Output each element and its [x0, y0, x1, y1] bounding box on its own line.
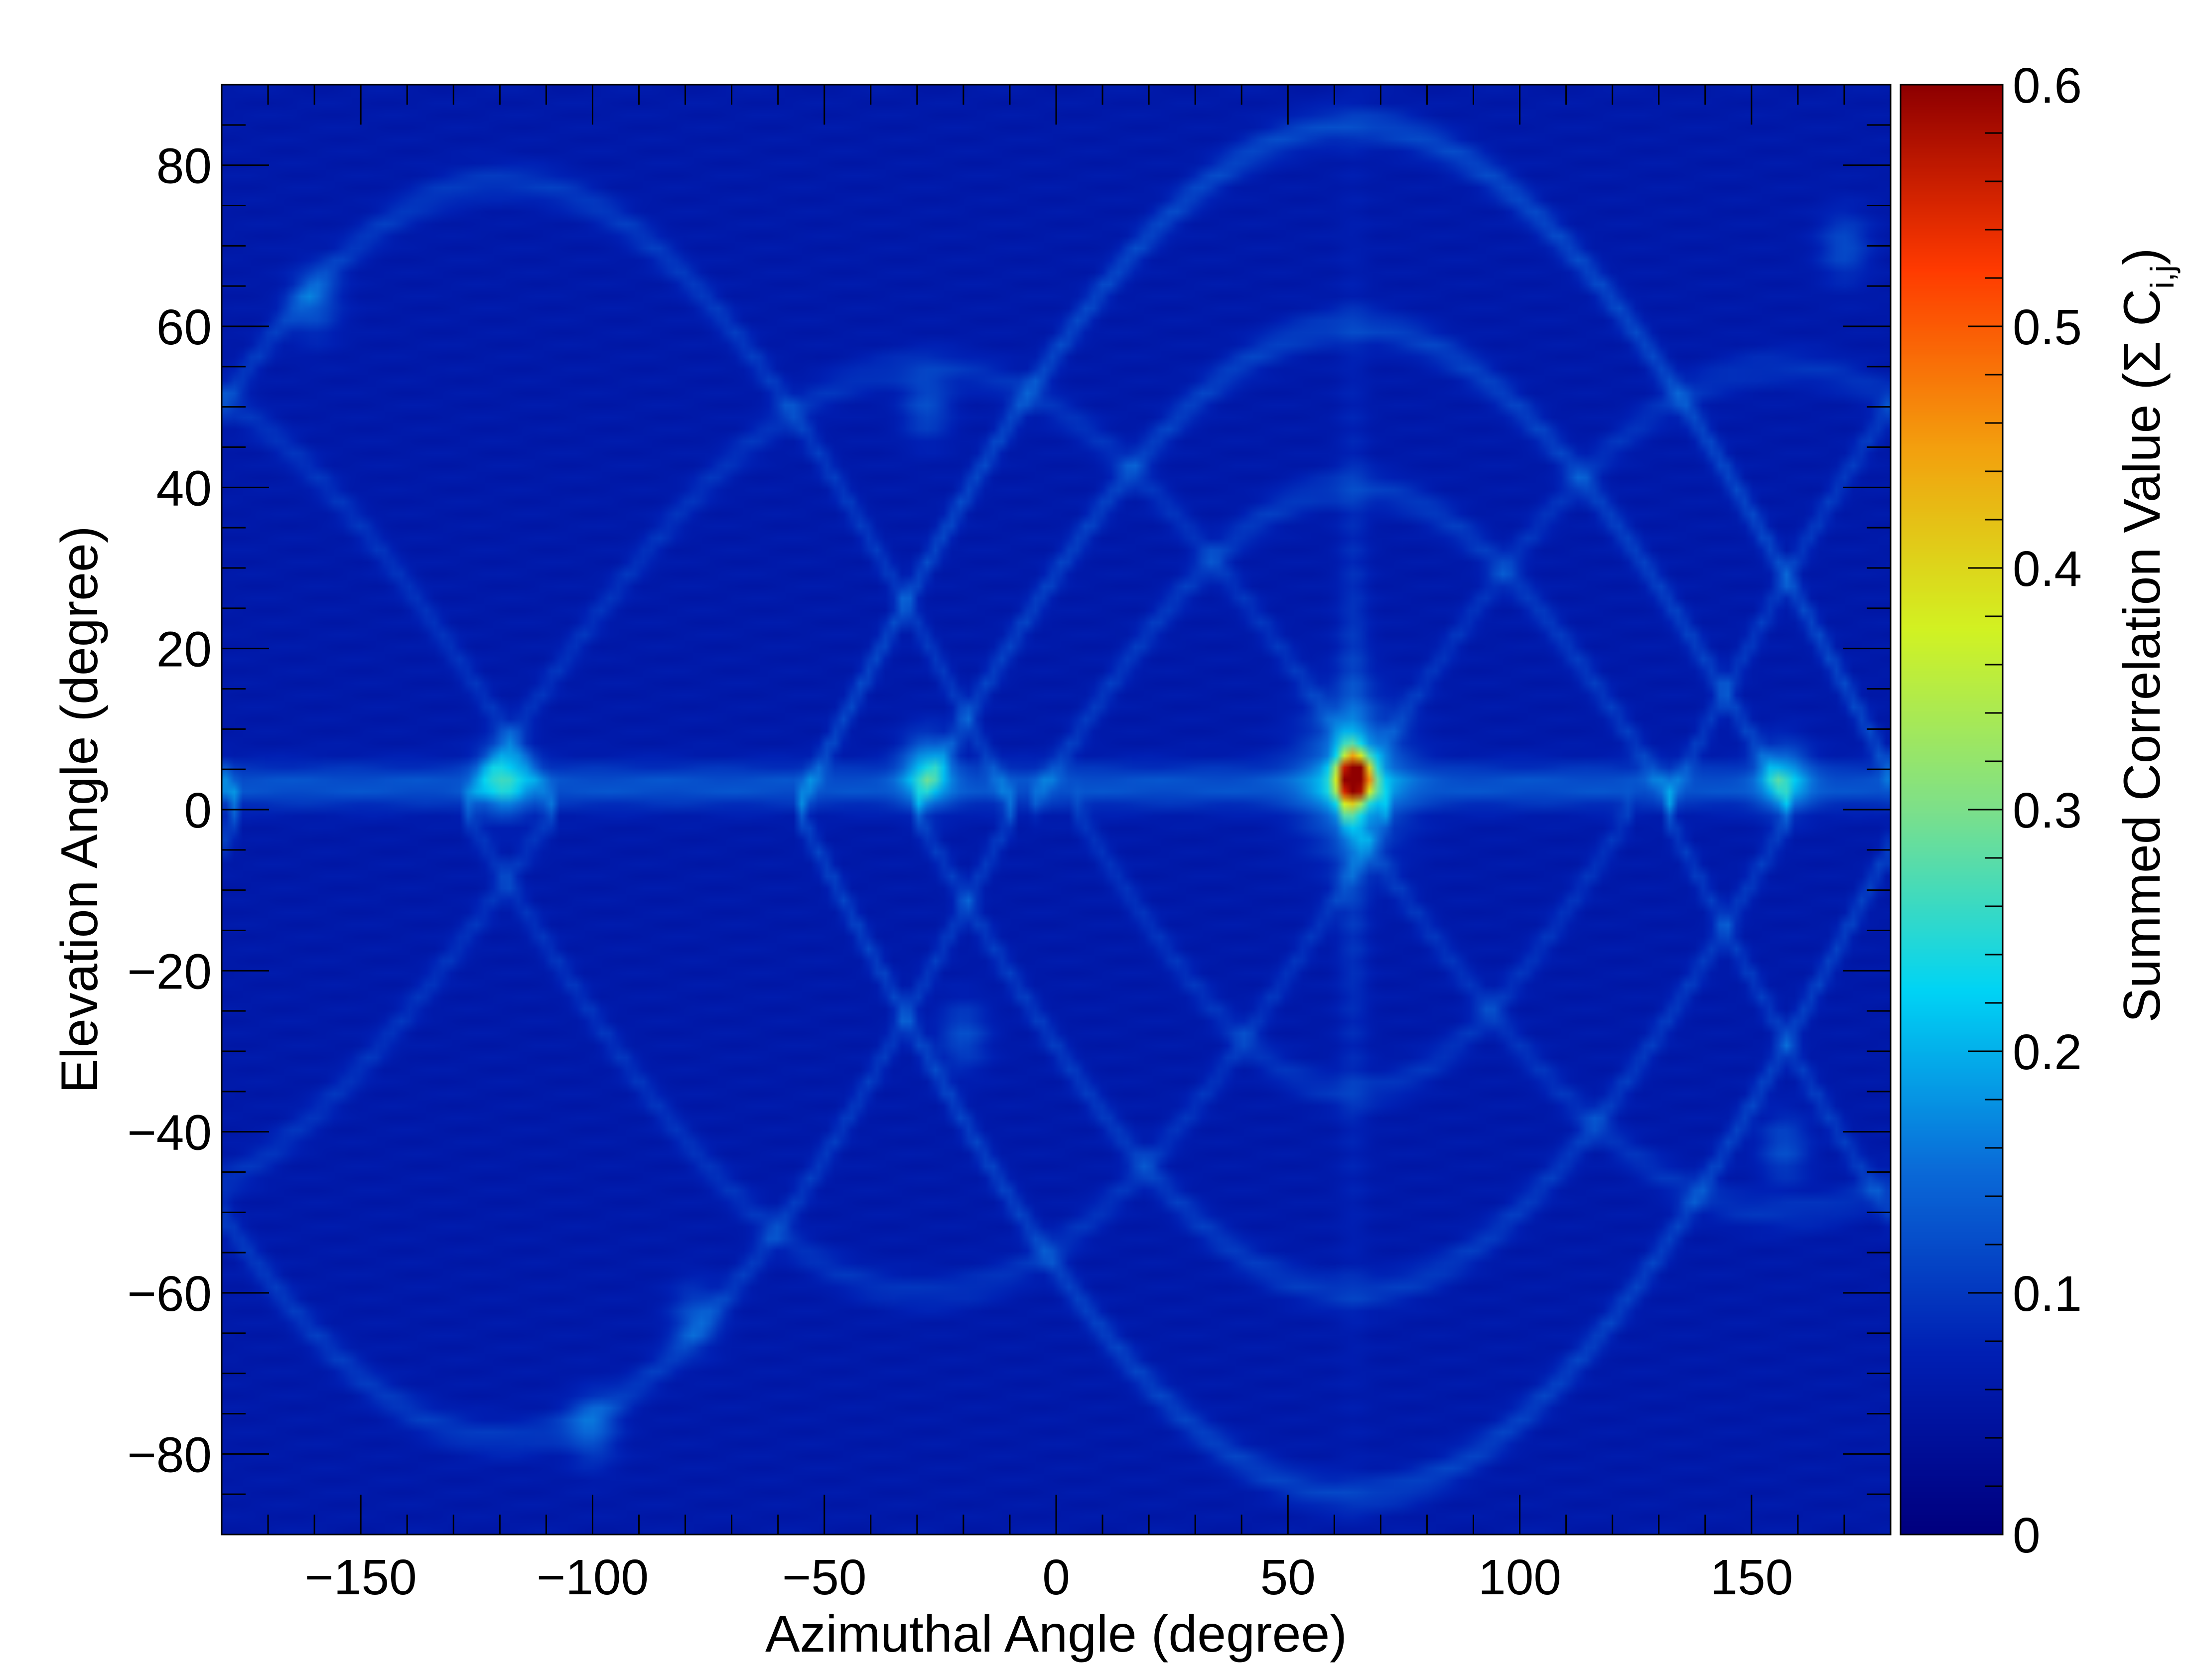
- x-tick-label: −100: [537, 1549, 649, 1605]
- y-tick-label: 20: [156, 622, 212, 678]
- y-tick-label: −60: [127, 1266, 212, 1322]
- colorbar-tick-label: 0.6: [2013, 58, 2082, 114]
- x-tick-label: −50: [782, 1549, 867, 1605]
- y-tick-label: −80: [127, 1427, 212, 1483]
- colorbar-title-subscript: i,j: [2144, 265, 2181, 289]
- correlation-heatmap: [222, 85, 1891, 1535]
- colorbar-tick-label: 0.1: [2013, 1266, 2082, 1322]
- colorbar-tick-label: 0.4: [2013, 541, 2082, 597]
- x-tick-label: 0: [1042, 1549, 1070, 1605]
- y-tick-label: −20: [127, 944, 212, 999]
- heatmap-plot-area: [221, 84, 1892, 1536]
- y-tick-label: 80: [156, 139, 212, 194]
- x-tick-label: 150: [1710, 1549, 1793, 1605]
- y-tick-label: 60: [156, 299, 212, 355]
- y-tick-label: −40: [127, 1105, 212, 1161]
- colorbar-title: Summed Correlation Value (Σ Ci,j): [2113, 248, 2181, 1022]
- colorbar-tick-label: 0.5: [2013, 299, 2082, 355]
- x-tick-label: 100: [1478, 1549, 1561, 1605]
- y-axis-title: Elevation Angle (degree): [51, 526, 109, 1094]
- y-axis: −80 −60 −40 −20 0 20 40 60 80: [127, 124, 1891, 1495]
- x-tick-label: −150: [305, 1549, 417, 1605]
- x-axis-title: Azimuthal Angle (degree): [765, 1605, 1347, 1663]
- colorbar-title-main: Summed Correlation Value (Σ C: [2113, 289, 2171, 1023]
- x-axis: −150 −100 −50 0 50 100 150: [267, 85, 1845, 1605]
- colorbar-title-close: ): [2113, 248, 2171, 265]
- y-tick-label: 0: [184, 783, 212, 839]
- colorbar-tick-label: 0.3: [2013, 783, 2082, 839]
- colorbar-tick-label: 0.2: [2013, 1024, 2082, 1080]
- y-tick-label: 40: [156, 460, 212, 516]
- colorbar-tick-label: 0: [2013, 1508, 2041, 1563]
- x-tick-label: 50: [1260, 1549, 1316, 1605]
- colorbar-axis: 0 0.1 0.2 0.3 0.4 0.5 0.6: [1968, 58, 2082, 1563]
